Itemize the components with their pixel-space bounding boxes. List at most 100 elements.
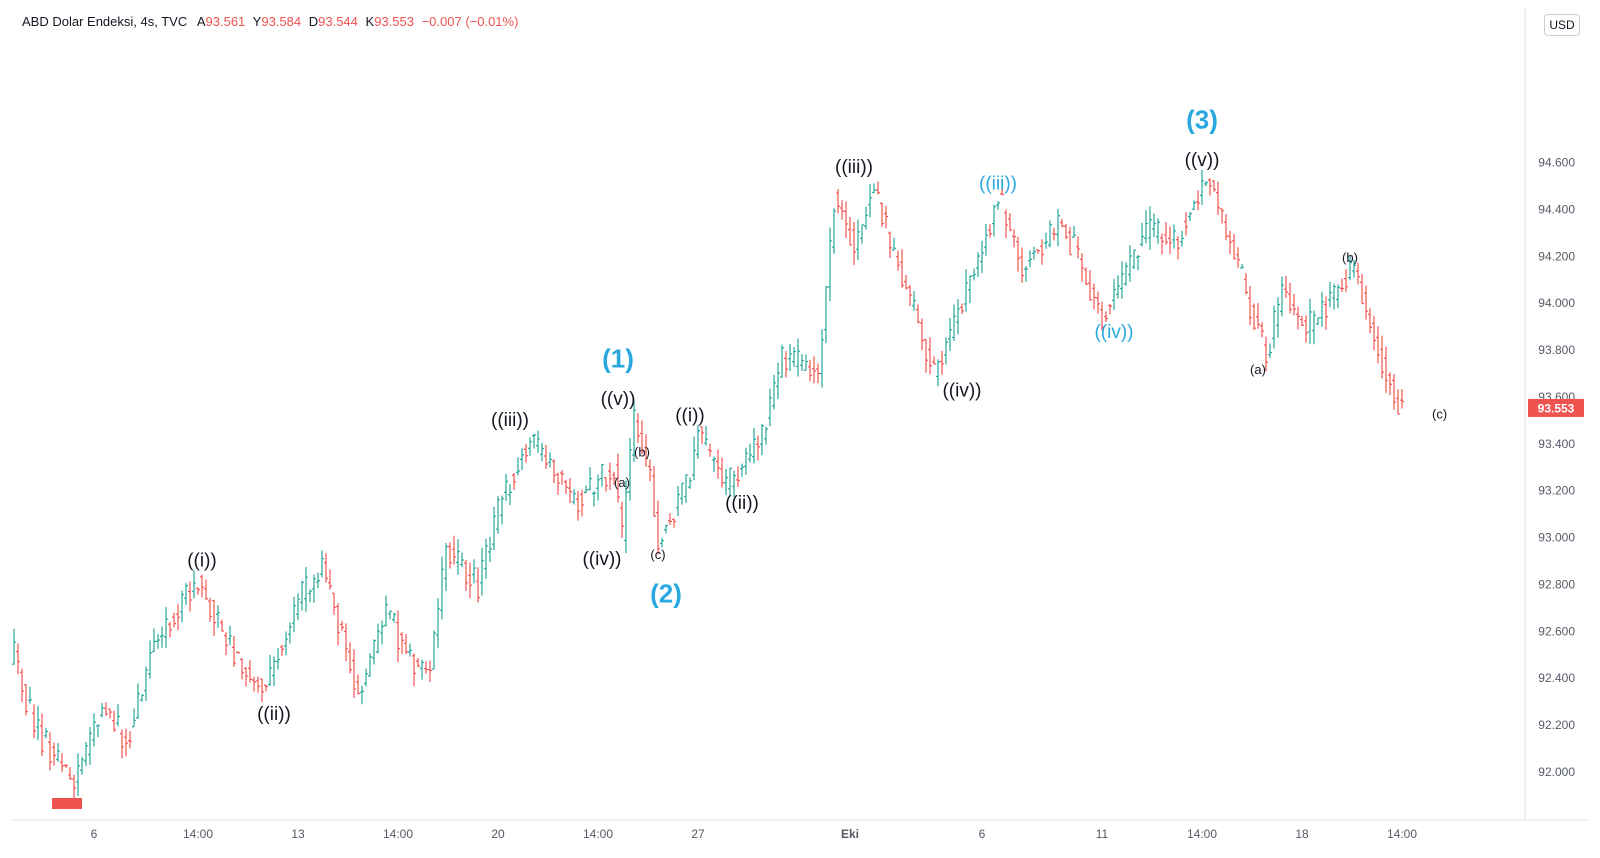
- ohlc-bar: [112, 710, 116, 732]
- wave-label: ((iv)): [582, 549, 621, 570]
- ohlc-bar: [1288, 282, 1292, 314]
- ohlc-bar: [24, 684, 28, 716]
- ohlc-bar: [1344, 269, 1348, 293]
- ohlc-bar: [516, 457, 520, 476]
- ohlc-bar: [1132, 249, 1136, 270]
- ohlc-bar: [960, 303, 964, 315]
- ohlc-bar: [420, 659, 424, 680]
- ohlc-bar: [764, 426, 768, 445]
- ohlc-bar: [724, 469, 728, 496]
- ohlc-bar: [328, 569, 332, 590]
- ohlc-bar: [660, 537, 664, 548]
- ohlc-bar: [672, 518, 676, 528]
- time-tick-label: 14:00: [1387, 827, 1417, 841]
- ohlc-bar: [632, 399, 636, 462]
- ohlc-bar: [612, 471, 616, 485]
- ohlc-bar: [1020, 247, 1024, 283]
- ohlc-bar: [1004, 209, 1008, 239]
- ohlc-bar: [340, 620, 344, 631]
- ohlc-bar: [1120, 261, 1124, 299]
- ohlc-bar: [608, 462, 612, 491]
- ohlc-bar: [536, 430, 540, 453]
- ohlc-bar: [212, 600, 216, 636]
- price-axis[interactable]: 92.000 92.200 92.400 92.600 92.800 93.000 93.2…: [1538, 156, 1575, 779]
- ohlc-bar: [552, 459, 556, 484]
- ohlc-bar: [504, 473, 508, 501]
- ohlc-bar: [1000, 180, 1004, 196]
- ohlc-bar: [44, 728, 48, 739]
- low-value: 93.544: [318, 14, 358, 29]
- time-tick-label: 27: [691, 827, 705, 841]
- ohlc-bar: [644, 434, 648, 467]
- ohlc-bar: [844, 201, 848, 238]
- time-tick-label: 14:00: [383, 827, 413, 841]
- ohlc-bar: [1116, 275, 1120, 299]
- time-axis[interactable]: 6 14:00 13 14:00 20 14:00 27 Eki 6 11 14:00 18 14:00: [91, 827, 1418, 841]
- ohlc-bar: [1220, 208, 1224, 224]
- wave-label: (1): [602, 344, 634, 374]
- ohlc-bar: [12, 628, 16, 665]
- ohlc-bar: [756, 435, 760, 461]
- ohlc-bar: [588, 467, 592, 491]
- ohlc-bar: [900, 249, 904, 288]
- wave-label: (c): [650, 547, 665, 562]
- ohlc-bar: [116, 703, 120, 727]
- ohlc-bar: [1360, 274, 1364, 305]
- ohlc-bar: [1212, 180, 1216, 192]
- ohlc-bar: [216, 605, 220, 628]
- ohlc-bar: [496, 496, 500, 534]
- wave-label: (a): [614, 475, 630, 490]
- ohlc-bar: [564, 479, 568, 494]
- ohlc-bar: [1228, 230, 1232, 254]
- ohlc-bar: [780, 344, 784, 378]
- ohlc-bar: [684, 474, 688, 504]
- ohlc-bar: [184, 583, 188, 605]
- ohlc-bar: [396, 610, 400, 662]
- ohlc-bar: [452, 535, 456, 565]
- ohlc-bar: [1240, 264, 1244, 269]
- ohlc-bar: [860, 224, 864, 244]
- ohlc-bar: [912, 291, 916, 311]
- wave-label: ((ii)): [725, 493, 759, 514]
- ohlc-bar: [52, 742, 56, 766]
- ohlc-bar: [1064, 223, 1068, 240]
- currency-button[interactable]: USD: [1544, 14, 1580, 36]
- ohlc-bar: [636, 413, 640, 443]
- ohlc-bar: [488, 536, 492, 563]
- ohlc-bar: [1276, 297, 1280, 338]
- wave-label: ((v)): [601, 389, 636, 410]
- ohlc-bar: [1180, 230, 1184, 247]
- ohlc-bar: [248, 660, 252, 683]
- ohlc-bar: [228, 625, 232, 646]
- ohlc-bar: [356, 674, 360, 695]
- high-label: Y: [252, 14, 262, 29]
- ohlc-bar: [76, 753, 80, 796]
- ohlc-bar: [168, 621, 172, 638]
- ohlc-bar: [1108, 303, 1112, 315]
- ohlc-bar: [1216, 181, 1220, 216]
- wave-labels-layer: ((i)) ((ii)) ((iii)) ((iv)) ((v)) (1) (a) (b) (c…: [187, 104, 1447, 724]
- ohlc-bar: [708, 443, 712, 457]
- price-tick-label: 92.000: [1538, 765, 1575, 779]
- ohlc-bar: [840, 200, 844, 220]
- ohlc-bar: [628, 437, 632, 501]
- ohlc-bar: [320, 550, 324, 578]
- price-tick-label: 94.000: [1538, 296, 1575, 310]
- ohlc-bar: [1244, 272, 1248, 295]
- ohlc-bar: [456, 539, 460, 575]
- ohlc-bar: [1072, 225, 1076, 238]
- low-label: D: [308, 14, 319, 29]
- ohlc-bar: [1080, 253, 1084, 282]
- ohlc-bar: [308, 589, 312, 603]
- ohlc-bar: [732, 470, 736, 498]
- ohlc-bar: [1008, 213, 1012, 231]
- ohlc-bar: [1084, 267, 1088, 285]
- wave-label: (c): [1432, 406, 1447, 421]
- ohlc-bar: [1096, 291, 1100, 314]
- ohlc-bar: [876, 181, 880, 195]
- ohlc-bar: [472, 559, 476, 584]
- ohlc-bar: [436, 598, 440, 648]
- bars-layer: [12, 169, 1404, 809]
